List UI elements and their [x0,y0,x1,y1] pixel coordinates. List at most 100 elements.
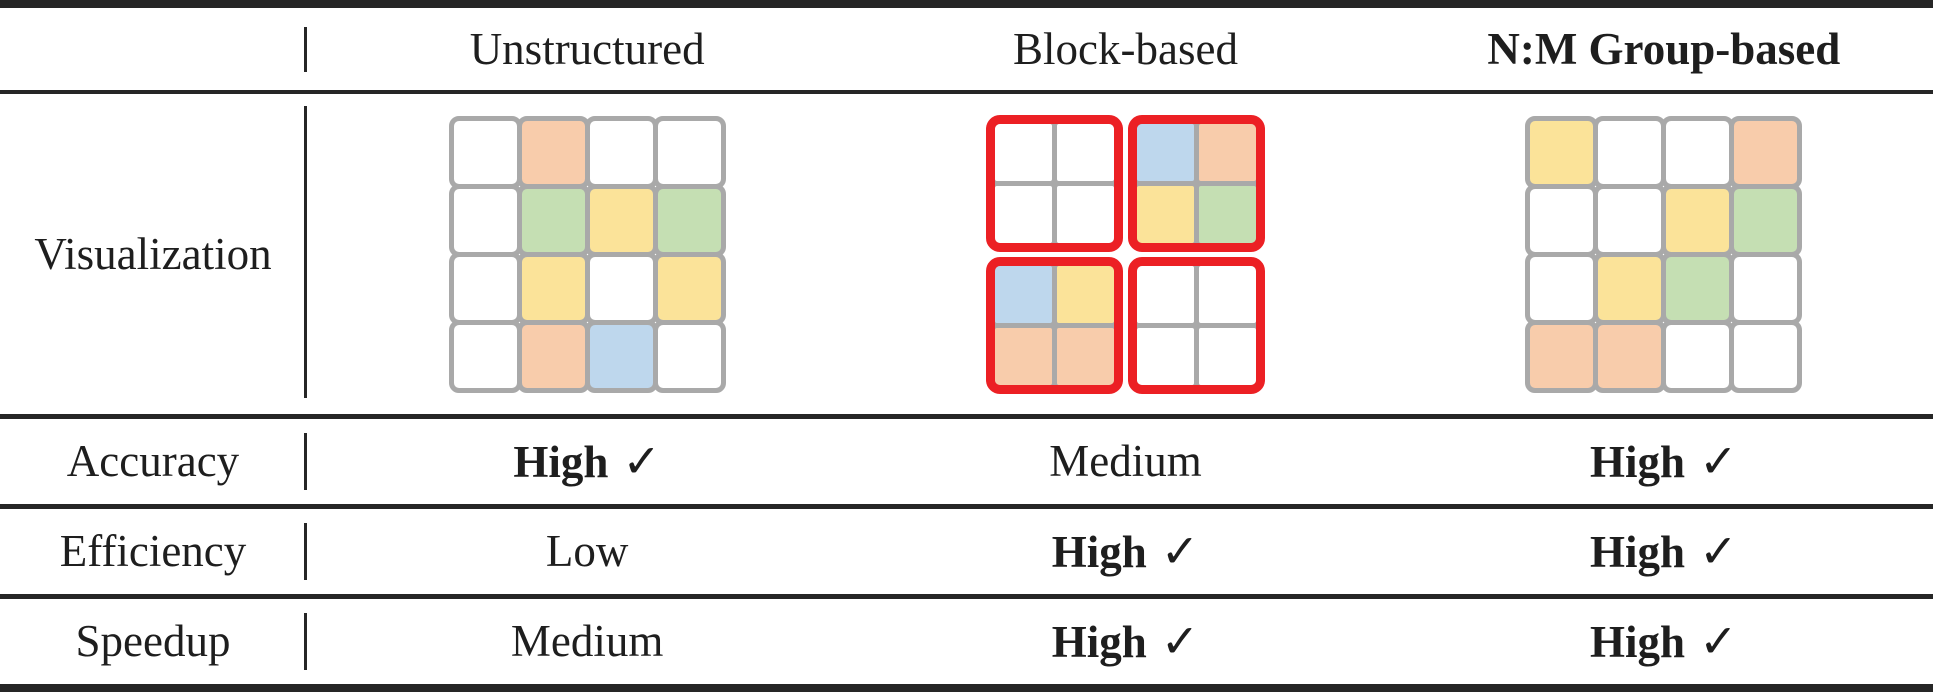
efficiency-nm-group-based-value: High ✓ [1590,525,1738,577]
grid-cell [1525,319,1599,393]
efficiency-row: Efficiency Low High ✓ High ✓ [0,509,1933,594]
grid-cell [1056,185,1114,243]
grid-cell [1198,265,1256,323]
pruned-block-outline [985,114,1123,252]
efficiency-unstructured-value: Low [546,529,629,574]
grid-cell [584,183,658,257]
grid-cell [1661,251,1735,325]
grid-cell [1661,319,1735,393]
grid-cell [1525,115,1599,189]
header-row: Unstructured Block-based N:M Group-based [0,8,1933,90]
accuracy-row: Accuracy High ✓ Medium High ✓ [0,419,1933,504]
grid-cell [1661,115,1735,189]
grid-cell [1593,319,1667,393]
efficiency-block-based-value: High ✓ [1051,525,1200,577]
efficiency-unstructured-cell: Low [318,509,856,594]
speedup-unstructured-value: Medium [511,619,664,664]
grid-cell [516,115,590,189]
value-text: High [513,436,609,487]
row-label-efficiency: Efficiency [59,526,247,576]
visualization-row: Visualization [0,94,1933,414]
grid-cell [994,265,1052,323]
value-text: High [1590,436,1686,487]
checkmark-icon: ✓ [622,435,661,487]
section-rule [0,504,1933,509]
column-divider [304,613,307,670]
accuracy-unstructured-cell: High ✓ [318,419,856,504]
accuracy-label-cell: Accuracy [0,419,306,504]
row-label-speedup: Speedup [75,616,231,666]
grid-cell [1056,327,1114,385]
speedup-nm-group-based-cell: High ✓ [1395,599,1933,684]
pruned-block-outline [1127,114,1265,252]
grid-cell [994,327,1052,385]
row-label-visualization: Visualization [34,228,272,279]
section-rule [0,414,1933,419]
grid-cell [1661,183,1735,257]
speedup-block-based-cell: High ✓ [856,599,1394,684]
visualization-cell-block-based [856,94,1394,414]
block-sparsity-grid [985,114,1265,394]
grid-cell [652,319,726,393]
visualization-cell-unstructured [318,94,856,414]
nm-group-sparsity-grid [1525,115,1803,393]
grid-cell [584,115,658,189]
efficiency-nm-group-based-cell: High ✓ [1395,509,1933,594]
speedup-block-based-value: High ✓ [1051,616,1200,667]
speedup-label-cell: Speedup [0,599,306,684]
accuracy-nm-group-based-cell: High ✓ [1395,419,1933,504]
visualization-label-cell: Visualization [0,94,306,414]
grid-cell [584,251,658,325]
grid-cell [1525,251,1599,325]
grid-cell [1136,123,1194,181]
column-divider [304,523,307,580]
grid-cell [1593,115,1667,189]
grid-cell [994,185,1052,243]
grid-cell [1525,183,1599,257]
value-text: High [1051,616,1147,667]
column-divider [304,27,307,72]
efficiency-block-based-cell: High ✓ [856,509,1394,594]
value-text: High [1590,616,1686,667]
grid-cell [448,319,522,393]
grid-cell [1198,185,1256,243]
grid-cell [1729,319,1803,393]
unstructured-sparsity-grid [448,115,726,393]
accuracy-block-based-value: Medium [1049,439,1202,484]
grid-cell [652,183,726,257]
value-text: High [1051,526,1147,577]
pruned-block-outline [985,256,1123,394]
accuracy-unstructured-value: High ✓ [513,435,661,487]
checkmark-icon: ✓ [1699,525,1738,577]
bottom-rule [0,684,1933,692]
grid-cell [652,115,726,189]
grid-cell [584,319,658,393]
column-divider [304,433,307,490]
grid-cell [1136,327,1194,385]
speedup-unstructured-cell: Medium [318,599,856,684]
grid-cell [1056,123,1114,181]
speedup-nm-group-based-value: High ✓ [1590,615,1738,667]
visualization-cell-nm-group-based [1395,94,1933,414]
header-cell-nm-group-based: N:M Group-based [1395,8,1933,90]
efficiency-label-cell: Efficiency [0,509,306,594]
accuracy-block-based-cell: Medium [856,419,1394,504]
value-text: Medium [510,616,664,666]
header-cell-block-based: Block-based [856,8,1394,90]
row-label-accuracy: Accuracy [66,436,240,486]
checkmark-icon: ✓ [1699,435,1738,487]
value-text: Medium [1049,436,1202,486]
column-header-unstructured: Unstructured [469,23,705,74]
checkmark-icon: ✓ [1699,615,1738,667]
column-header-nm-group-based: N:M Group-based [1487,23,1841,74]
grid-cell [1593,183,1667,257]
speedup-row: Speedup Medium High ✓ High ✓ [0,599,1933,684]
header-rule [0,90,1933,94]
header-empty-cell [0,8,306,90]
grid-cell [652,251,726,325]
checkmark-icon: ✓ [1160,525,1200,577]
value-text: Low [545,526,629,576]
grid-cell [1729,115,1803,189]
grid-cell [1056,265,1114,323]
